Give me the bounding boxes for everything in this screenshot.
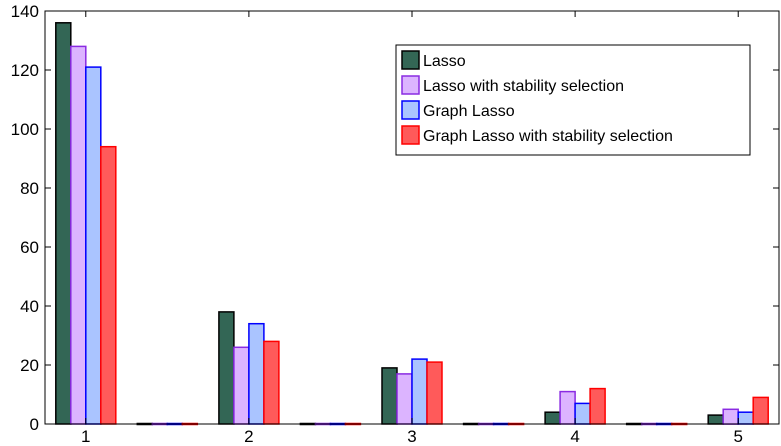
legend-swatch-1 (401, 50, 420, 70)
legend-label-4: Graph Lasso with stability selection (423, 128, 673, 145)
y-tick-label: 80 (20, 179, 39, 198)
y-tick-label: 140 (11, 2, 39, 21)
x-tick-label: 2 (244, 427, 253, 446)
bar-2-3 (396, 373, 413, 425)
y-tick-label: 40 (20, 297, 39, 316)
y-tick-label: 0 (30, 415, 39, 434)
x-tick-label: 4 (570, 427, 579, 446)
bar-2-4 (559, 390, 576, 425)
bar-1-2 (218, 311, 235, 425)
bar-1-4 (544, 411, 561, 425)
bar-3-1 (85, 66, 102, 425)
bar-2-5 (722, 408, 739, 425)
y-tick-label: 100 (11, 120, 39, 139)
bar-2-2 (233, 346, 250, 425)
x-tick-label: 3 (407, 427, 416, 446)
bar-1-5 (707, 414, 724, 425)
bar-4-1 (100, 145, 117, 425)
x-tick-label: 5 (733, 427, 742, 446)
bar-3-4 (574, 402, 591, 425)
legend-swatch-3 (401, 100, 420, 120)
bar-2-1 (70, 45, 87, 425)
legend-swatch-2 (401, 75, 420, 95)
legend-label-3: Graph Lasso (423, 103, 515, 120)
y-tick-label: 120 (11, 61, 39, 80)
chart-marks (55, 22, 769, 426)
bar-1-1 (55, 22, 72, 425)
bar-4-5 (752, 396, 769, 425)
chart-legend: Lasso Lasso with stability selection Graph… (395, 44, 751, 156)
legend-box (395, 44, 751, 156)
y-tick-label: 20 (20, 356, 39, 375)
x-tick-label: 1 (81, 427, 90, 446)
bar-3-5 (737, 411, 754, 425)
chart-axes: 0 20 40 60 80 100 120 140 1 2 3 4 5 (11, 2, 780, 446)
legend-label-1: Lasso (423, 53, 466, 70)
bar-4-4 (589, 387, 606, 425)
bar-4-3 (426, 361, 443, 425)
bar-3-2 (248, 322, 265, 425)
y-tick-label: 60 (20, 238, 39, 257)
legend-swatch-4 (401, 125, 420, 145)
bar-4-2 (263, 340, 280, 425)
bar-3-3 (411, 358, 428, 425)
bar-1-3 (381, 367, 398, 425)
legend-label-2: Lasso with stability selection (423, 78, 624, 95)
